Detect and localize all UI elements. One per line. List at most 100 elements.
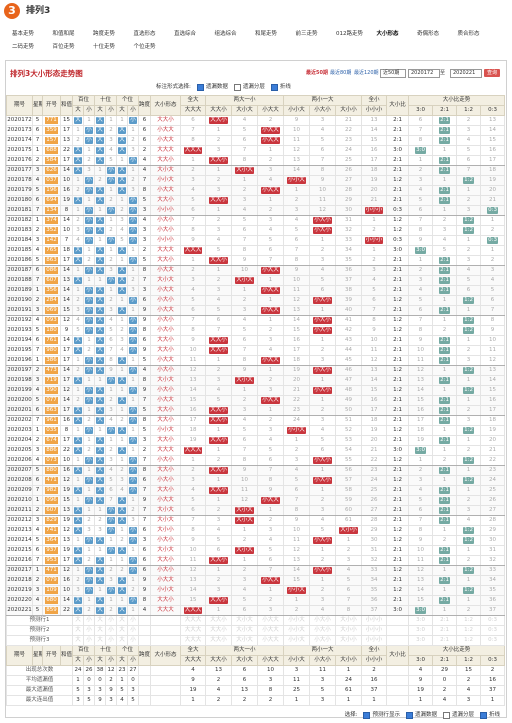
predict-cell: 大大大 [180,635,207,646]
cell: 6 [205,545,233,556]
nav-item[interactable]: 百位走势 [52,44,75,50]
date-end[interactable]: 2020221 [450,69,482,78]
period-link[interactable]: 最近80期 [330,70,352,76]
nav-item[interactable]: 直选综合 [174,31,197,37]
cell: 6 [32,195,43,206]
predict-cell: 小小大 [283,615,311,626]
cell-text: 1 [442,427,447,433]
cell: 5 [309,525,337,536]
header-cell: 3:0 [408,655,434,666]
cell-text: 24 [293,417,301,423]
nav-item[interactable]: 十位走势 [93,44,116,50]
cell: 1 [257,315,285,326]
cell-text: 1 [109,247,113,253]
cell-text: 5 [109,157,113,163]
cell: 2:1 [432,395,458,406]
cell: 大 [72,555,84,566]
checkbox[interactable] [479,711,487,719]
cell: 937 [42,545,61,556]
cell: 8 [231,455,259,466]
hit-mark: 大 [118,307,126,314]
cell-text: 3 [131,287,135,293]
cell: 4 [257,175,285,186]
checkbox[interactable] [196,83,204,91]
period-link[interactable]: 最近120期 [354,70,379,76]
period-select[interactable]: 近50期 [380,69,406,78]
checkbox[interactable] [405,711,413,719]
date-start[interactable]: 2020172 [408,69,440,78]
nav-item[interactable]: 前三走势 [295,31,318,37]
cell-text: 284 [45,297,58,304]
checkbox[interactable] [442,711,450,719]
hit-mark: 小大大 [261,187,280,194]
cell-text: 2 [87,257,91,263]
checkbox[interactable] [363,711,371,719]
cell-text: 1 [131,127,135,133]
checkbox[interactable] [270,83,278,91]
cell: 大 [72,445,84,456]
hit-mark: 小 [129,347,137,354]
nav-item[interactable]: 二码走势 [12,44,35,50]
stats-cell [386,665,410,676]
cell: 大小大 [231,275,259,286]
nav-item[interactable]: 跨度走势 [93,31,116,37]
cell: 56 [335,465,363,476]
hit-mark: 大 [74,547,82,554]
cell: 4 [257,535,285,546]
cell: 2 [231,395,259,406]
query-button[interactable]: 查询 [484,69,501,77]
cell-text: 4 [418,287,423,293]
cell-text: 大大大 [157,607,174,613]
cell-text: 2020209 [7,487,32,493]
cell-text: 1 [216,127,221,133]
cell-text: 大大小 [157,437,174,443]
cell-text: 30 [345,207,353,213]
nav-item[interactable]: 质合形态 [457,31,480,37]
checkbox[interactable] [233,83,241,91]
nav-item[interactable]: 和尾走势 [255,31,278,37]
cell-text: 13 [63,537,70,543]
nav-item[interactable]: 奇偶形态 [417,31,440,37]
cell: 1 [72,535,84,546]
cell: 3 [309,255,337,266]
cell-text: 073 [45,457,58,464]
cell: 2:1 [386,495,410,506]
cell: 31 [480,545,506,556]
cell-text: 3 [268,217,273,223]
cell-text: 3 [268,607,273,613]
cell: 1:2 [456,535,482,546]
cell-text: 2020219 [7,587,32,593]
period-link[interactable]: 最近50期 [306,70,328,76]
nav-item[interactable]: 直选形态 [133,31,156,37]
cell: 4 [408,185,434,196]
cell: 1 [94,375,107,386]
cell: 3 [309,415,337,426]
cell-text: 5 [242,127,247,133]
cell-text: 7 [64,237,69,243]
data-row: 2020208 6 471 12 1 小大 5 3 小 6 小大小 3 1 10 8 5 小大小 57 24 1:2 3… [6,475,506,486]
nav-item[interactable]: 组选综合 [214,31,237,37]
cell: 2 [408,265,434,276]
cell: 2020200 [6,395,33,406]
cell-text: 694 [45,197,58,204]
cell-text: 2020205 [7,447,32,453]
nav-item[interactable]: 个位走势 [133,44,156,50]
cell: 2020217 [6,565,33,576]
cell: 13 [361,115,388,126]
cell-text: 1 [442,567,447,573]
cell-text: 33 [345,237,353,243]
cell: 54 [335,445,363,456]
cell: 大 [94,155,107,166]
cell-text: 2 [268,417,273,423]
nav-item[interactable]: 基本走势 [12,31,35,37]
nav-item[interactable]: 和值和尾 [52,31,75,37]
cell-text: 7 [191,517,195,523]
stats-cell: 1 [180,695,207,706]
nav-item[interactable]: 大小形态 [376,31,399,37]
cell: 8 [180,325,207,336]
cell: 15 [361,385,388,396]
predict-cell: 1:2 [456,635,482,646]
cell-text: 17 [63,377,70,383]
nav-item[interactable]: 012路走势 [336,31,363,37]
cell-text: 8 [142,327,147,333]
